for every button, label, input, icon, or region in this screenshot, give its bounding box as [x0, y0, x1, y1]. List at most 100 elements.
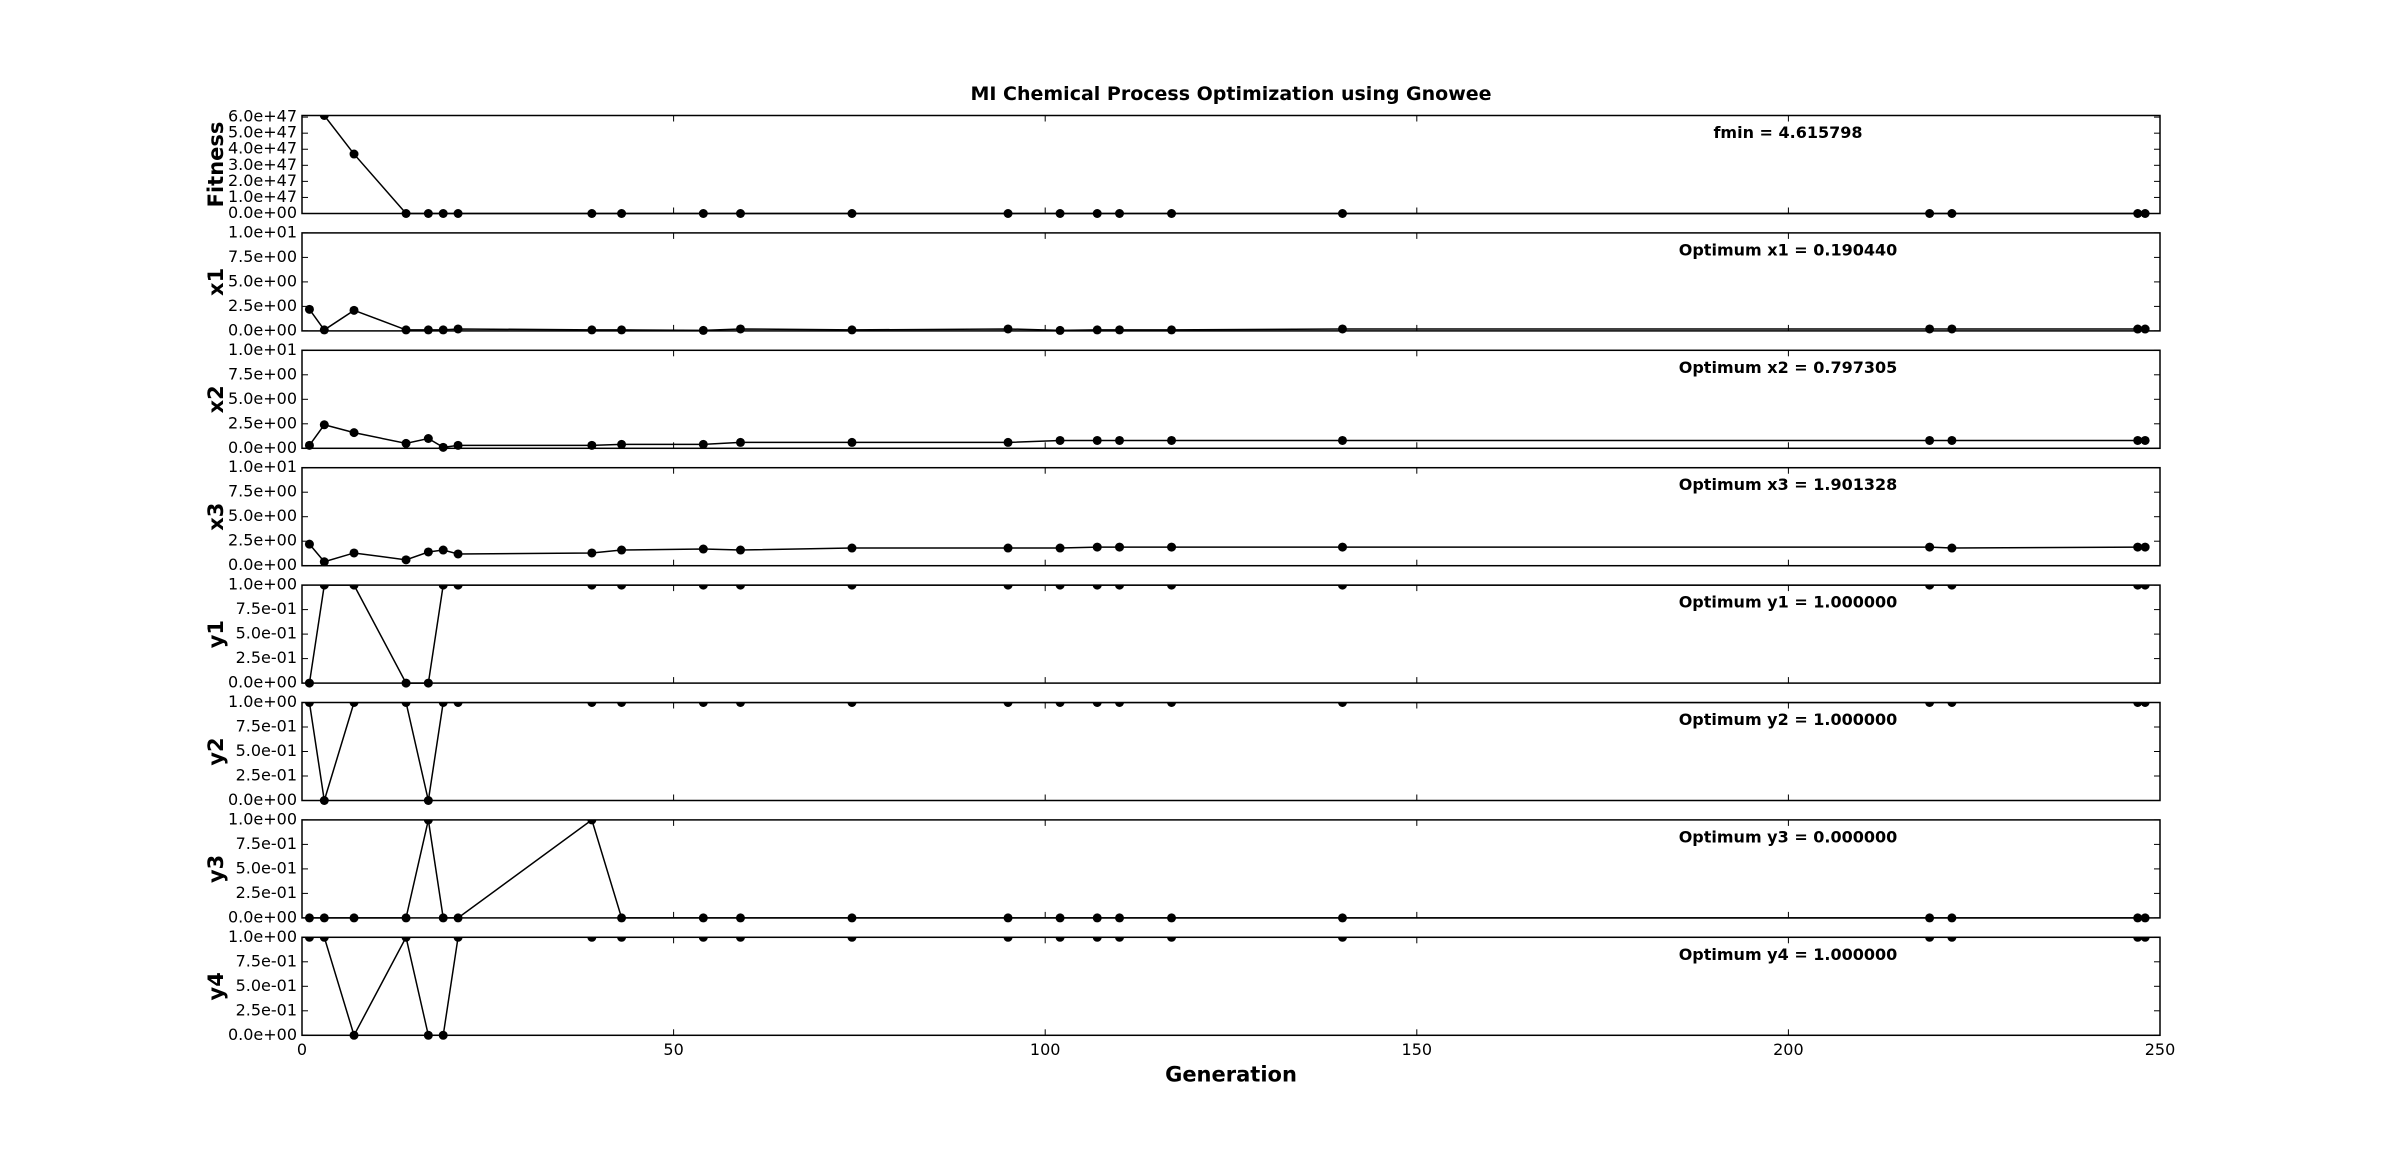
data-point — [438, 585, 448, 590]
data-point — [1925, 937, 1935, 942]
data-point — [423, 434, 433, 443]
data-point — [453, 937, 463, 942]
data-point — [1092, 937, 1102, 942]
y-tick-label: 0.0e+00 — [228, 907, 297, 926]
data-point — [1115, 325, 1125, 335]
series-line — [308, 423, 2146, 449]
x-tick-label: 150 — [1402, 1040, 1433, 1059]
data-point — [1947, 435, 1957, 445]
data-point — [2140, 324, 2150, 334]
data-point — [1003, 702, 1013, 707]
data-point — [2133, 542, 2143, 552]
y-tick-label: 0.0e+00 — [228, 1025, 297, 1044]
data-point — [401, 937, 411, 942]
y-tick-label: 5.0e-01 — [236, 858, 297, 877]
y-tick-label: 2.5e-01 — [236, 766, 297, 785]
y-tick-label: 2.5e+00 — [228, 531, 297, 550]
data-point — [735, 437, 745, 447]
plot-area — [304, 304, 2150, 335]
data-point — [847, 702, 857, 707]
data-point — [617, 545, 627, 555]
data-point — [1055, 702, 1065, 707]
annotation: Optimum x3 = 1.901328 — [1679, 475, 1898, 494]
y-tick-label: 5.0e+47 — [228, 123, 297, 142]
y-axis-label: x1 — [204, 268, 228, 296]
data-point — [401, 702, 411, 707]
data-point — [453, 324, 463, 334]
plot-area — [304, 702, 2150, 805]
y-tick-label: 5.0e-01 — [236, 624, 297, 643]
data-point — [401, 438, 411, 448]
data-point — [1337, 702, 1347, 707]
data-point — [305, 97, 314, 106]
data-point — [1337, 585, 1347, 590]
data-point — [1003, 937, 1013, 942]
y-tick-label: 0.0e+00 — [228, 203, 297, 222]
data-point — [1092, 702, 1102, 707]
x-axis-label: Generation — [1165, 1062, 1297, 1086]
data-point — [1115, 585, 1125, 590]
data-point — [1167, 325, 1177, 335]
y-axis-label: y2 — [204, 737, 228, 765]
data-point — [1947, 585, 1957, 590]
data-point — [587, 548, 597, 558]
y-tick-label: 1.0e+47 — [228, 187, 297, 206]
y-tick-label: 2.5e-01 — [236, 883, 297, 902]
y-tick-label: 5.0e+00 — [228, 506, 297, 525]
data-point — [1947, 543, 1957, 553]
data-point — [1115, 702, 1125, 707]
data-point — [847, 543, 857, 553]
data-point — [438, 442, 448, 452]
axes-frame — [301, 819, 2161, 919]
data-point — [401, 325, 411, 335]
series-line — [323, 115, 2146, 215]
y-tick-label: 2.5e+00 — [228, 413, 297, 432]
annotation: Optimum y1 = 1.000000 — [1679, 593, 1898, 612]
y-tick-label: 0.0e+00 — [228, 438, 297, 457]
y-tick-label: 7.5e-01 — [236, 599, 297, 618]
data-point — [1947, 702, 1957, 707]
data-point — [587, 702, 597, 707]
axes-frame — [301, 114, 2161, 215]
y-axis-label: y4 — [204, 972, 228, 1000]
y-tick-label: 4.0e+47 — [228, 139, 297, 158]
data-point — [587, 819, 597, 825]
y-tick-label: 1.0e+01 — [228, 340, 297, 359]
y-tick-label: 5.0e+00 — [228, 271, 297, 290]
y-tick-label: 2.0e+47 — [228, 171, 297, 190]
y-axis-label: y3 — [204, 855, 228, 883]
plot-area — [304, 539, 2150, 567]
data-point — [1167, 585, 1177, 590]
data-point — [1925, 435, 1935, 445]
data-point — [453, 702, 463, 707]
data-point — [2140, 585, 2150, 590]
y-tick-label: 5.0e-01 — [236, 976, 297, 995]
data-point — [698, 544, 708, 554]
data-point — [319, 937, 329, 942]
data-point — [1337, 542, 1347, 552]
data-point — [2140, 702, 2150, 707]
axes-frame — [301, 936, 2161, 1037]
data-point — [1092, 435, 1102, 445]
data-point — [2140, 937, 2150, 942]
data-point — [349, 149, 359, 159]
data-point — [1003, 585, 1013, 590]
data-point — [847, 937, 857, 942]
chart-title: MI Chemical Process Optimization using G… — [970, 83, 1491, 105]
annotation: Optimum x1 = 0.190440 — [1679, 240, 1898, 259]
data-point — [698, 585, 708, 590]
data-point — [304, 304, 314, 314]
series-line — [308, 308, 2146, 332]
data-point — [1167, 542, 1177, 552]
y-tick-label: 1.0e+00 — [228, 809, 297, 828]
y-tick-label: 0.0e+00 — [228, 673, 297, 692]
y-tick-label: 0.0e+00 — [228, 320, 297, 339]
data-point — [1003, 324, 1013, 334]
data-point — [319, 325, 329, 335]
data-point — [1115, 542, 1125, 552]
data-point — [1337, 937, 1347, 942]
y-tick-label: 7.5e-01 — [236, 951, 297, 970]
data-point — [304, 702, 314, 707]
data-point — [2133, 702, 2143, 707]
data-point — [2133, 435, 2143, 445]
